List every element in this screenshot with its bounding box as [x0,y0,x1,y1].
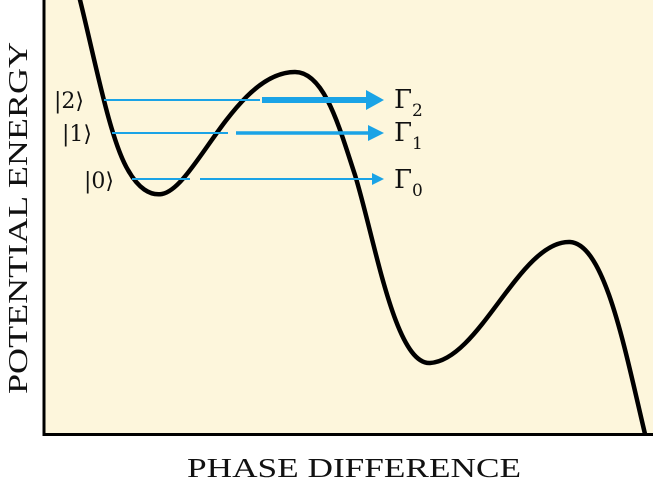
rate-label-0: Γ0 [394,165,423,201]
rate-symbol-1: Γ [394,118,412,148]
rate-symbol-2: Γ [394,85,412,115]
arrowhead-1 [368,125,384,141]
rate-subscript-2: 2 [412,101,423,121]
state-label-0: |0⟩ [84,169,114,194]
rate-symbol-0: Γ [394,165,412,195]
rate-label-1: Γ1 [394,118,423,154]
energy-level-1: |1⟩ Γ1 [62,118,423,154]
rate-label-2: Γ2 [394,85,423,121]
state-label-1: |1⟩ [62,122,92,147]
energy-level-2: |2⟩ Γ2 [54,85,423,121]
arrowhead-2 [366,90,384,110]
energy-level-0: |0⟩ Γ0 [84,165,423,201]
state-label-2: |2⟩ [54,89,84,114]
plot-background [44,0,653,434]
rate-subscript-0: 0 [412,181,423,201]
rate-subscript-1: 1 [412,134,423,154]
y-axis-label: POTENTIAL ENERGY [3,42,33,394]
arrowhead-0 [372,173,384,185]
x-axis-label: PHASE DIFFERENCE [187,453,521,483]
